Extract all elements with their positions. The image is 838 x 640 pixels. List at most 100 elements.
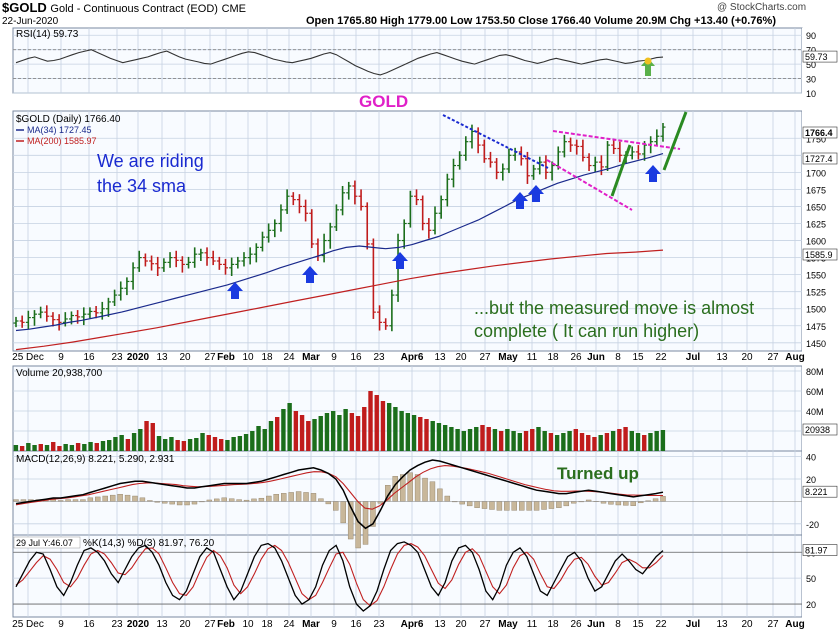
macd-histogram-bar <box>549 501 554 508</box>
volume-bar <box>213 437 217 451</box>
macd-histogram-bar <box>170 501 175 504</box>
macd-histogram-bar <box>423 478 428 501</box>
header-symbol-line: $GOLD Gold - Continuous Contract (EOD) C… <box>2 0 246 15</box>
x-tick-label: 9 <box>331 619 337 630</box>
stoch-title: %K(14,3) %D(3) 81.97, 76.20 <box>83 538 215 549</box>
x-tick-label: 11 <box>527 619 538 630</box>
header-description: Gold - Continuous Contract (EOD) <box>50 3 218 15</box>
macd-histogram-bar <box>125 495 130 501</box>
macd-histogram-bar <box>266 496 271 501</box>
x-tick-label: 16 <box>83 352 95 363</box>
price-legend-ma34: MA(34) 1727.45 <box>27 125 92 135</box>
x-tick-label: 20 <box>455 619 467 630</box>
x-tick-label: 23 <box>111 352 123 363</box>
macd-histogram-bar <box>259 498 264 501</box>
annotation-turned-up: Turned up <box>557 464 639 483</box>
macd-histogram-bar <box>281 493 286 501</box>
price-legend-ma200: MA(200) 1585.97 <box>27 136 97 146</box>
price-tick-label: 1500 <box>806 305 826 315</box>
volume-bar <box>63 444 67 451</box>
x-tick-label: 27 <box>479 352 491 363</box>
volume-bar <box>331 411 335 451</box>
volume-bar <box>45 445 49 451</box>
volume-bar <box>256 426 260 451</box>
rsi-title: RSI(14) 59.73 <box>16 29 79 40</box>
header-symbol: $GOLD <box>2 0 47 15</box>
volume-bar <box>51 442 55 451</box>
volume-bar <box>231 437 235 451</box>
price-right-label: 1585.9 <box>805 250 833 260</box>
volume-bar <box>549 433 553 451</box>
macd-histogram-bar <box>110 495 115 501</box>
volume-bar <box>611 431 615 451</box>
volume-bar <box>281 409 285 451</box>
x-tick-label: 16 <box>350 352 362 363</box>
volume-bar <box>536 427 540 451</box>
macd-histogram-bar <box>504 501 509 510</box>
volume-bar <box>574 429 578 451</box>
x-tick-label: May <box>498 619 518 630</box>
x-tick-label: 27 <box>204 619 216 630</box>
ohlc-summary: Open 1765.80 High 1779.00 Low 1753.50 Cl… <box>306 15 776 27</box>
volume-bar <box>505 429 509 451</box>
volume-bar <box>194 438 198 451</box>
x-tick-label: 9 <box>331 352 337 363</box>
macd-histogram-bar <box>489 501 494 509</box>
volume-bar <box>443 425 447 451</box>
x-tick-label: 23 <box>111 619 123 630</box>
macd-histogram-bar <box>534 501 539 510</box>
x-tick-label: 25 Dec <box>12 352 44 363</box>
x-tick-label: 27 <box>767 619 779 630</box>
volume-bar <box>412 415 416 451</box>
macd-histogram-bar <box>408 473 413 502</box>
macd-histogram-bar <box>512 501 517 510</box>
volume-bar <box>151 423 155 451</box>
volume-bar <box>306 421 310 451</box>
price-legend-main: $GOLD (Daily) 1766.40 <box>16 114 121 125</box>
stoch-tick-label: 50 <box>806 574 816 584</box>
x-tick-label: Feb <box>217 352 235 363</box>
x-tick-label: 24 <box>283 352 295 363</box>
volume-bar <box>343 409 347 451</box>
x-tick-label: 27 <box>767 352 779 363</box>
macd-histogram-bar <box>430 482 435 502</box>
volume-bar <box>14 445 18 451</box>
x-tick-label: 11 <box>527 352 538 363</box>
x-tick-label: 13 <box>156 352 168 363</box>
volume-bar <box>300 415 304 451</box>
volume-bar <box>418 417 422 451</box>
macd-histogram-bar <box>564 501 569 505</box>
volume-bar <box>294 411 298 451</box>
x-tick-label: 26 <box>570 619 582 630</box>
macd-histogram-bar <box>437 489 442 502</box>
macd-histogram-bar <box>623 501 628 505</box>
volume-bar <box>88 442 92 451</box>
stoch-tick-label: 20 <box>806 600 816 610</box>
volume-bar <box>424 419 428 451</box>
price-tick-label: 1625 <box>806 220 826 230</box>
macd-histogram-bar <box>608 501 613 504</box>
volume-bar <box>449 427 453 451</box>
volume-last-label: 20938 <box>805 425 830 435</box>
volume-bar <box>542 431 546 451</box>
volume-bar <box>138 429 142 451</box>
x-tick-label: 18 <box>547 619 559 630</box>
volume-bar <box>157 436 161 451</box>
volume-bar <box>163 439 167 451</box>
x-tick-label: 20 <box>741 352 753 363</box>
volume-tick-label: 60M <box>806 387 824 397</box>
annotation-measured-1: ...but the measured move is almost <box>474 298 754 318</box>
x-tick-label: Mar <box>302 619 320 630</box>
annotation-measured-2: complete ( It can run higher) <box>474 321 699 341</box>
volume-bar <box>126 439 130 451</box>
watermark: @ StockCharts.com <box>717 2 806 13</box>
x-tick-label: Jun <box>587 352 605 363</box>
volume-bar <box>101 441 105 451</box>
macd-title: MACD(12,26,9) 8.221, 5.290, 2.931 <box>16 454 175 465</box>
price-tick-label: 1550 <box>806 271 826 281</box>
macd-histogram-bar <box>661 496 666 501</box>
x-tick-label: 27 <box>204 352 216 363</box>
macd-histogram-bar <box>304 492 309 501</box>
macd-histogram-bar <box>616 501 621 505</box>
